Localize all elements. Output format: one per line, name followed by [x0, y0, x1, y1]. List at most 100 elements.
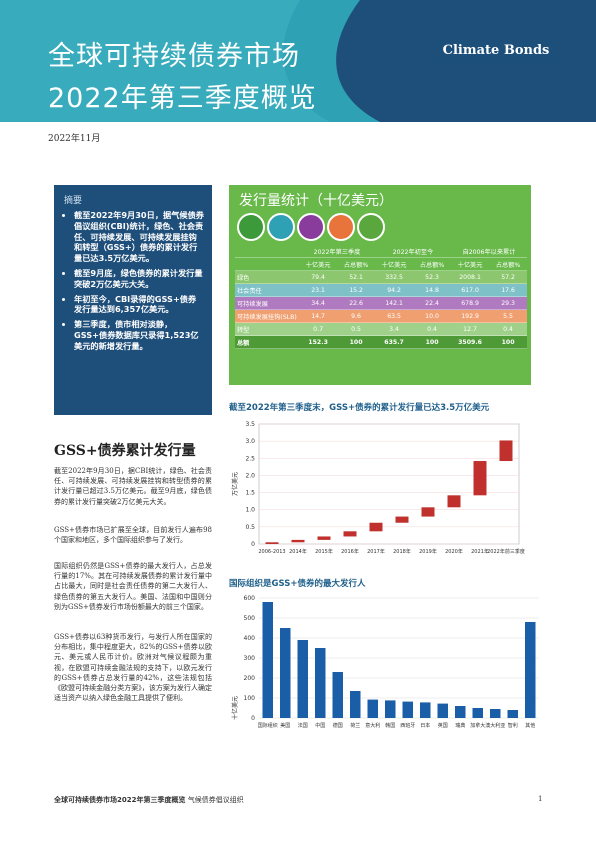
bar [437, 703, 448, 718]
x-tick-label: 德国 [333, 722, 343, 729]
bar [315, 648, 326, 718]
row-label: 绿色 [235, 270, 299, 284]
stats-title: 发行量统计（十亿美元） [239, 193, 393, 209]
cell: 22.4 [413, 296, 451, 310]
y-tick-label: 200 [244, 675, 256, 682]
x-tick-label: 瑞典 [455, 722, 465, 729]
cell: 79.4 [299, 270, 338, 284]
cell: 678.9 [450, 296, 490, 310]
y-tick-label: 1.0 [245, 507, 255, 514]
cell: 5.5 [489, 309, 527, 323]
cell: 192.9 [450, 309, 490, 323]
cell: 94.2 [374, 283, 414, 297]
sub-header: 占总额% [413, 257, 451, 271]
bar [421, 507, 435, 517]
col-group-header: 自2006年以来累计 [450, 245, 527, 258]
y-tick-label: 2.5 [245, 455, 255, 462]
x-tick-label: 其他 [525, 722, 535, 729]
bar [402, 701, 413, 718]
x-tick-label: 加拿大 [470, 722, 485, 729]
cell: 52.1 [337, 270, 375, 284]
sub-header: 十亿美元 [450, 257, 490, 271]
table-row: 总额 152.3 100 635.7 100 3509.6 100 [235, 335, 527, 349]
y-tick-label: 100 [244, 695, 256, 702]
summary-item: 截至9月底，绿色债券的累计发行量突破2万亿美元大关。 [74, 268, 204, 290]
y-tick-label: 1.5 [245, 490, 255, 497]
x-tick-label: 西班牙 [400, 722, 415, 729]
bar [447, 495, 461, 508]
cell: 17.6 [489, 283, 527, 297]
bar [262, 602, 273, 718]
y-tick-label: 500 [244, 615, 256, 622]
cell: 635.7 [374, 335, 414, 349]
cell: 57.2 [489, 270, 527, 284]
y-tick-label: 3.5 [245, 421, 255, 428]
cell: 0.4 [489, 322, 527, 336]
page-number: 1 [538, 795, 543, 803]
cell: 29.3 [489, 296, 527, 310]
page-footer: 全球可持续债券市场2022年第三季度概览 气候债券倡议组织 [54, 795, 544, 805]
x-tick-label: 英国 [438, 722, 448, 729]
x-tick-label: 韩国 [385, 722, 395, 729]
sub-header: 十亿美元 [374, 257, 414, 271]
row-label: 转型 [235, 322, 299, 336]
bar [280, 628, 291, 718]
summary-heading: 摘要 [64, 196, 83, 206]
x-tick-label: 法国 [298, 722, 308, 729]
x-tick-label: 2015年 [315, 548, 333, 555]
bar [291, 539, 305, 543]
table-row: 十亿美元 占总额% 十亿美元 占总额% 十亿美元 占总额% [235, 257, 527, 271]
summary-item: 第三季度，债市相对淡静，GSS+债券数据库只录得1,523亿美元的新增发行量。 [74, 319, 204, 351]
x-tick-label: 2022年前三季度 [487, 548, 525, 555]
table-row: 社会责任 23.1 15.2 94.2 14.8 617.0 17.6 [235, 283, 527, 297]
footer-report-title: 全球可持续债券市场2022年第三季度概览 [54, 796, 186, 804]
summary-box: 摘要 截至2022年9月30日，据气候债券倡议组织(CBI)统计，绿色、社会责任… [54, 185, 212, 415]
page-title-line2: 2022年第三季度概览 [48, 83, 317, 114]
x-tick-label: 2018年 [393, 548, 411, 555]
row-label: 可持续发展挂钩(SLB) [235, 309, 299, 323]
sub-header: 十亿美元 [299, 257, 338, 271]
bar [420, 702, 431, 718]
y-tick-label: 0.5 [245, 524, 255, 531]
cell: 100 [489, 335, 527, 349]
social-people-icon [267, 213, 295, 241]
cell: 23.1 [299, 283, 338, 297]
bar [367, 699, 378, 718]
table-row: 2022年第三季度 2022年初至今 自2006年以来累计 [235, 245, 527, 258]
x-tick-label: 智利 [508, 722, 518, 729]
cell: 63.5 [374, 309, 414, 323]
x-tick-label: 日本 [420, 722, 430, 729]
y-axis-label: 万亿美元 [231, 472, 239, 496]
footer-org: 气候债券倡议组织 [187, 796, 244, 804]
y-tick-label: 400 [244, 635, 256, 642]
x-tick-label: 中国 [315, 722, 325, 729]
x-tick-label: 澳大利亚 [485, 722, 505, 729]
cell: 14.8 [413, 283, 451, 297]
cell: 22.6 [337, 296, 375, 310]
y-axis-label: 十亿美元 [231, 696, 239, 720]
stats-table: 2022年第三季度 2022年初至今 自2006年以来累计 十亿美元 占总额% … [235, 245, 527, 349]
bar [317, 536, 331, 540]
summary-list: 截至2022年9月30日，据气候债券倡议组织(CBI)统计，绿色、社会责任、可持… [64, 210, 204, 352]
x-tick-label: 国际组织 [258, 722, 278, 729]
chart1-caption: 截至2022年第三季度末，GSS+债券的累计发行量已达3.5万亿美元 [229, 403, 490, 413]
x-tick-label: 2021年 [471, 548, 489, 555]
climate-bonds-logo: Climate Bonds [437, 38, 555, 62]
cumulative-issuance-chart: 0 0.5 1.0 1.5 2.0 2.5 3.0 3.5 万亿美元 2006-2013 2014年… [231, 421, 525, 555]
transition-icon [357, 213, 385, 241]
body-paragraph: GSS+债券以63种货币发行，与发行人所在国家的分布相比，集中程度更大，82%的… [54, 633, 212, 703]
cell: 142.1 [374, 296, 414, 310]
cell: 2008.1 [450, 270, 490, 284]
green-leaf-icon [237, 213, 265, 241]
row-label: 社会责任 [235, 283, 299, 297]
x-tick-label: 2019年 [419, 548, 437, 555]
body-paragraph: 国际组织仍然是GSS+债券的最大发行人，占总发行量的17%。其在可持续发展债券的… [54, 562, 212, 611]
table-row: 可持续发展 34.4 22.6 142.1 22.4 678.9 29.3 [235, 296, 527, 310]
row-label: 可持续发展 [235, 296, 299, 310]
publication-date: 2022年11月 [48, 134, 101, 144]
cell: 617.0 [450, 283, 490, 297]
bar [369, 522, 383, 532]
cell: 12.7 [450, 322, 490, 336]
y-tick-label: 0 [251, 541, 255, 548]
body-paragraph: GSS+债券市场已扩展至全球，目前发行人遍布98个国家和地区，多个国际组织参与了… [54, 526, 212, 545]
